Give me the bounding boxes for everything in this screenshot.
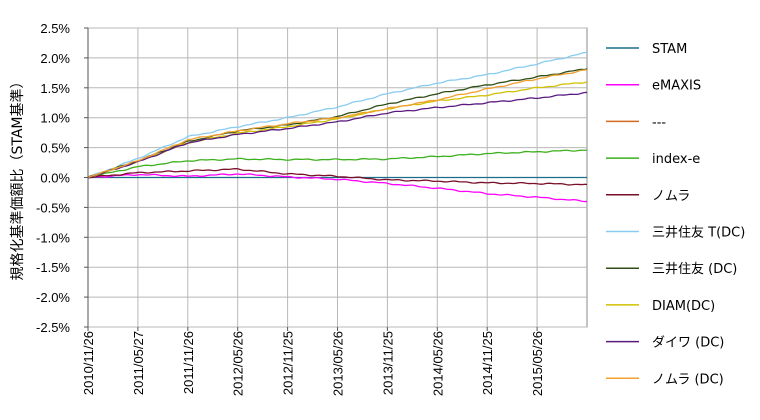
legend-label: STAM	[652, 42, 687, 57]
series-line-6	[87, 68, 588, 178]
y-tick-label: -1.5%	[36, 260, 70, 275]
legend-label: eMAXIS	[652, 79, 701, 94]
y-tick-label: 1.0%	[40, 111, 70, 126]
y-axis-label: 規格化基準価額比（STAM基準）	[9, 74, 26, 280]
series-line-8	[87, 91, 588, 179]
x-tick-label: 2012/05/26	[231, 331, 246, 396]
legend-label: 三井住友 (DC)	[652, 261, 737, 277]
y-tick-label: -1.0%	[36, 230, 70, 245]
series-line-5	[87, 51, 588, 179]
x-tick-label: 2013/11/25	[380, 331, 395, 395]
legend-label: ノムラ (DC)	[652, 372, 724, 387]
legend-label: 三井住友 T(DC)	[652, 225, 745, 241]
series-line-9	[87, 69, 588, 179]
series-line-3	[87, 149, 588, 179]
legend-label: ダイワ (DC)	[652, 336, 724, 351]
x-tick-label: 2013/05/26	[331, 331, 346, 396]
y-tick-label: -2.5%	[36, 320, 70, 335]
x-tick-label: 2011/05/27	[131, 331, 146, 395]
x-tick-label: 2012/11/25	[281, 331, 296, 395]
x-tick-label: 2014/11/25	[480, 331, 495, 395]
y-tick-label: -0.5%	[36, 200, 70, 215]
x-tick-label: 2014/05/26	[430, 331, 445, 396]
axes: 2.5% 2.0% 1.5% 1.0% 0.5% 0.0% -0.5% -1.0% -1.5% -…	[36, 21, 545, 396]
series-line-4	[87, 168, 588, 186]
x-tick-label: 2010/11/26	[81, 331, 96, 395]
legend-label: index-e	[652, 152, 700, 167]
x-tick-label: 2011/11/26	[181, 331, 196, 394]
y-tick-label: 0.0%	[40, 171, 70, 186]
y-tick-label: -2.0%	[36, 290, 70, 305]
series-line-1	[87, 173, 588, 203]
y-tick-label: 0.5%	[40, 141, 70, 156]
legend-label: ノムラ	[652, 189, 690, 204]
y-tick-label: 1.5%	[40, 81, 70, 96]
legend-label: ---	[652, 115, 666, 130]
y-tick-label: 2.0%	[40, 51, 70, 66]
y-tick-label: 2.5%	[40, 21, 70, 36]
series-lines	[87, 51, 588, 203]
legend-label: DIAM(DC)	[652, 299, 715, 314]
x-tick-label: 2015/05/26	[530, 331, 545, 396]
